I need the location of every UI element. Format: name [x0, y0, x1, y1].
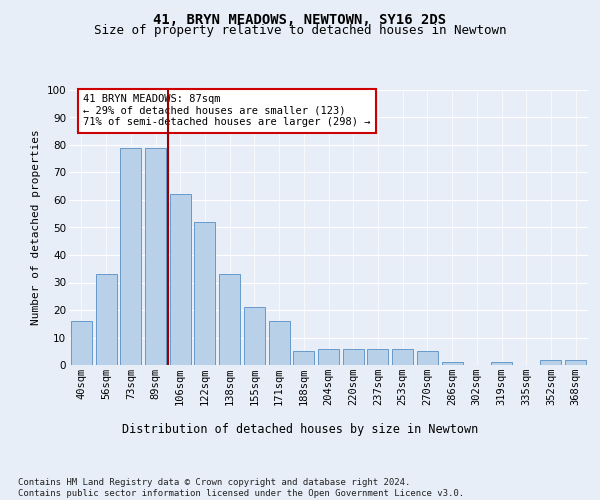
Text: Contains HM Land Registry data © Crown copyright and database right 2024.
Contai: Contains HM Land Registry data © Crown c… — [18, 478, 464, 498]
Bar — [417, 351, 438, 365]
Bar — [392, 348, 413, 365]
Bar — [219, 274, 240, 365]
Bar — [194, 222, 215, 365]
Bar — [565, 360, 586, 365]
Bar — [541, 360, 562, 365]
Bar — [367, 348, 388, 365]
Bar — [318, 348, 339, 365]
Bar — [442, 362, 463, 365]
Bar — [491, 362, 512, 365]
Bar — [95, 274, 116, 365]
Bar — [244, 307, 265, 365]
Bar — [145, 148, 166, 365]
Text: 41 BRYN MEADOWS: 87sqm
← 29% of detached houses are smaller (123)
71% of semi-de: 41 BRYN MEADOWS: 87sqm ← 29% of detached… — [83, 94, 371, 128]
Bar — [71, 321, 92, 365]
Text: Distribution of detached houses by size in Newtown: Distribution of detached houses by size … — [122, 422, 478, 436]
Text: Size of property relative to detached houses in Newtown: Size of property relative to detached ho… — [94, 24, 506, 37]
Bar — [120, 148, 141, 365]
Text: 41, BRYN MEADOWS, NEWTOWN, SY16 2DS: 41, BRYN MEADOWS, NEWTOWN, SY16 2DS — [154, 12, 446, 26]
Bar — [170, 194, 191, 365]
Y-axis label: Number of detached properties: Number of detached properties — [31, 130, 41, 326]
Bar — [269, 321, 290, 365]
Bar — [343, 348, 364, 365]
Bar — [293, 351, 314, 365]
